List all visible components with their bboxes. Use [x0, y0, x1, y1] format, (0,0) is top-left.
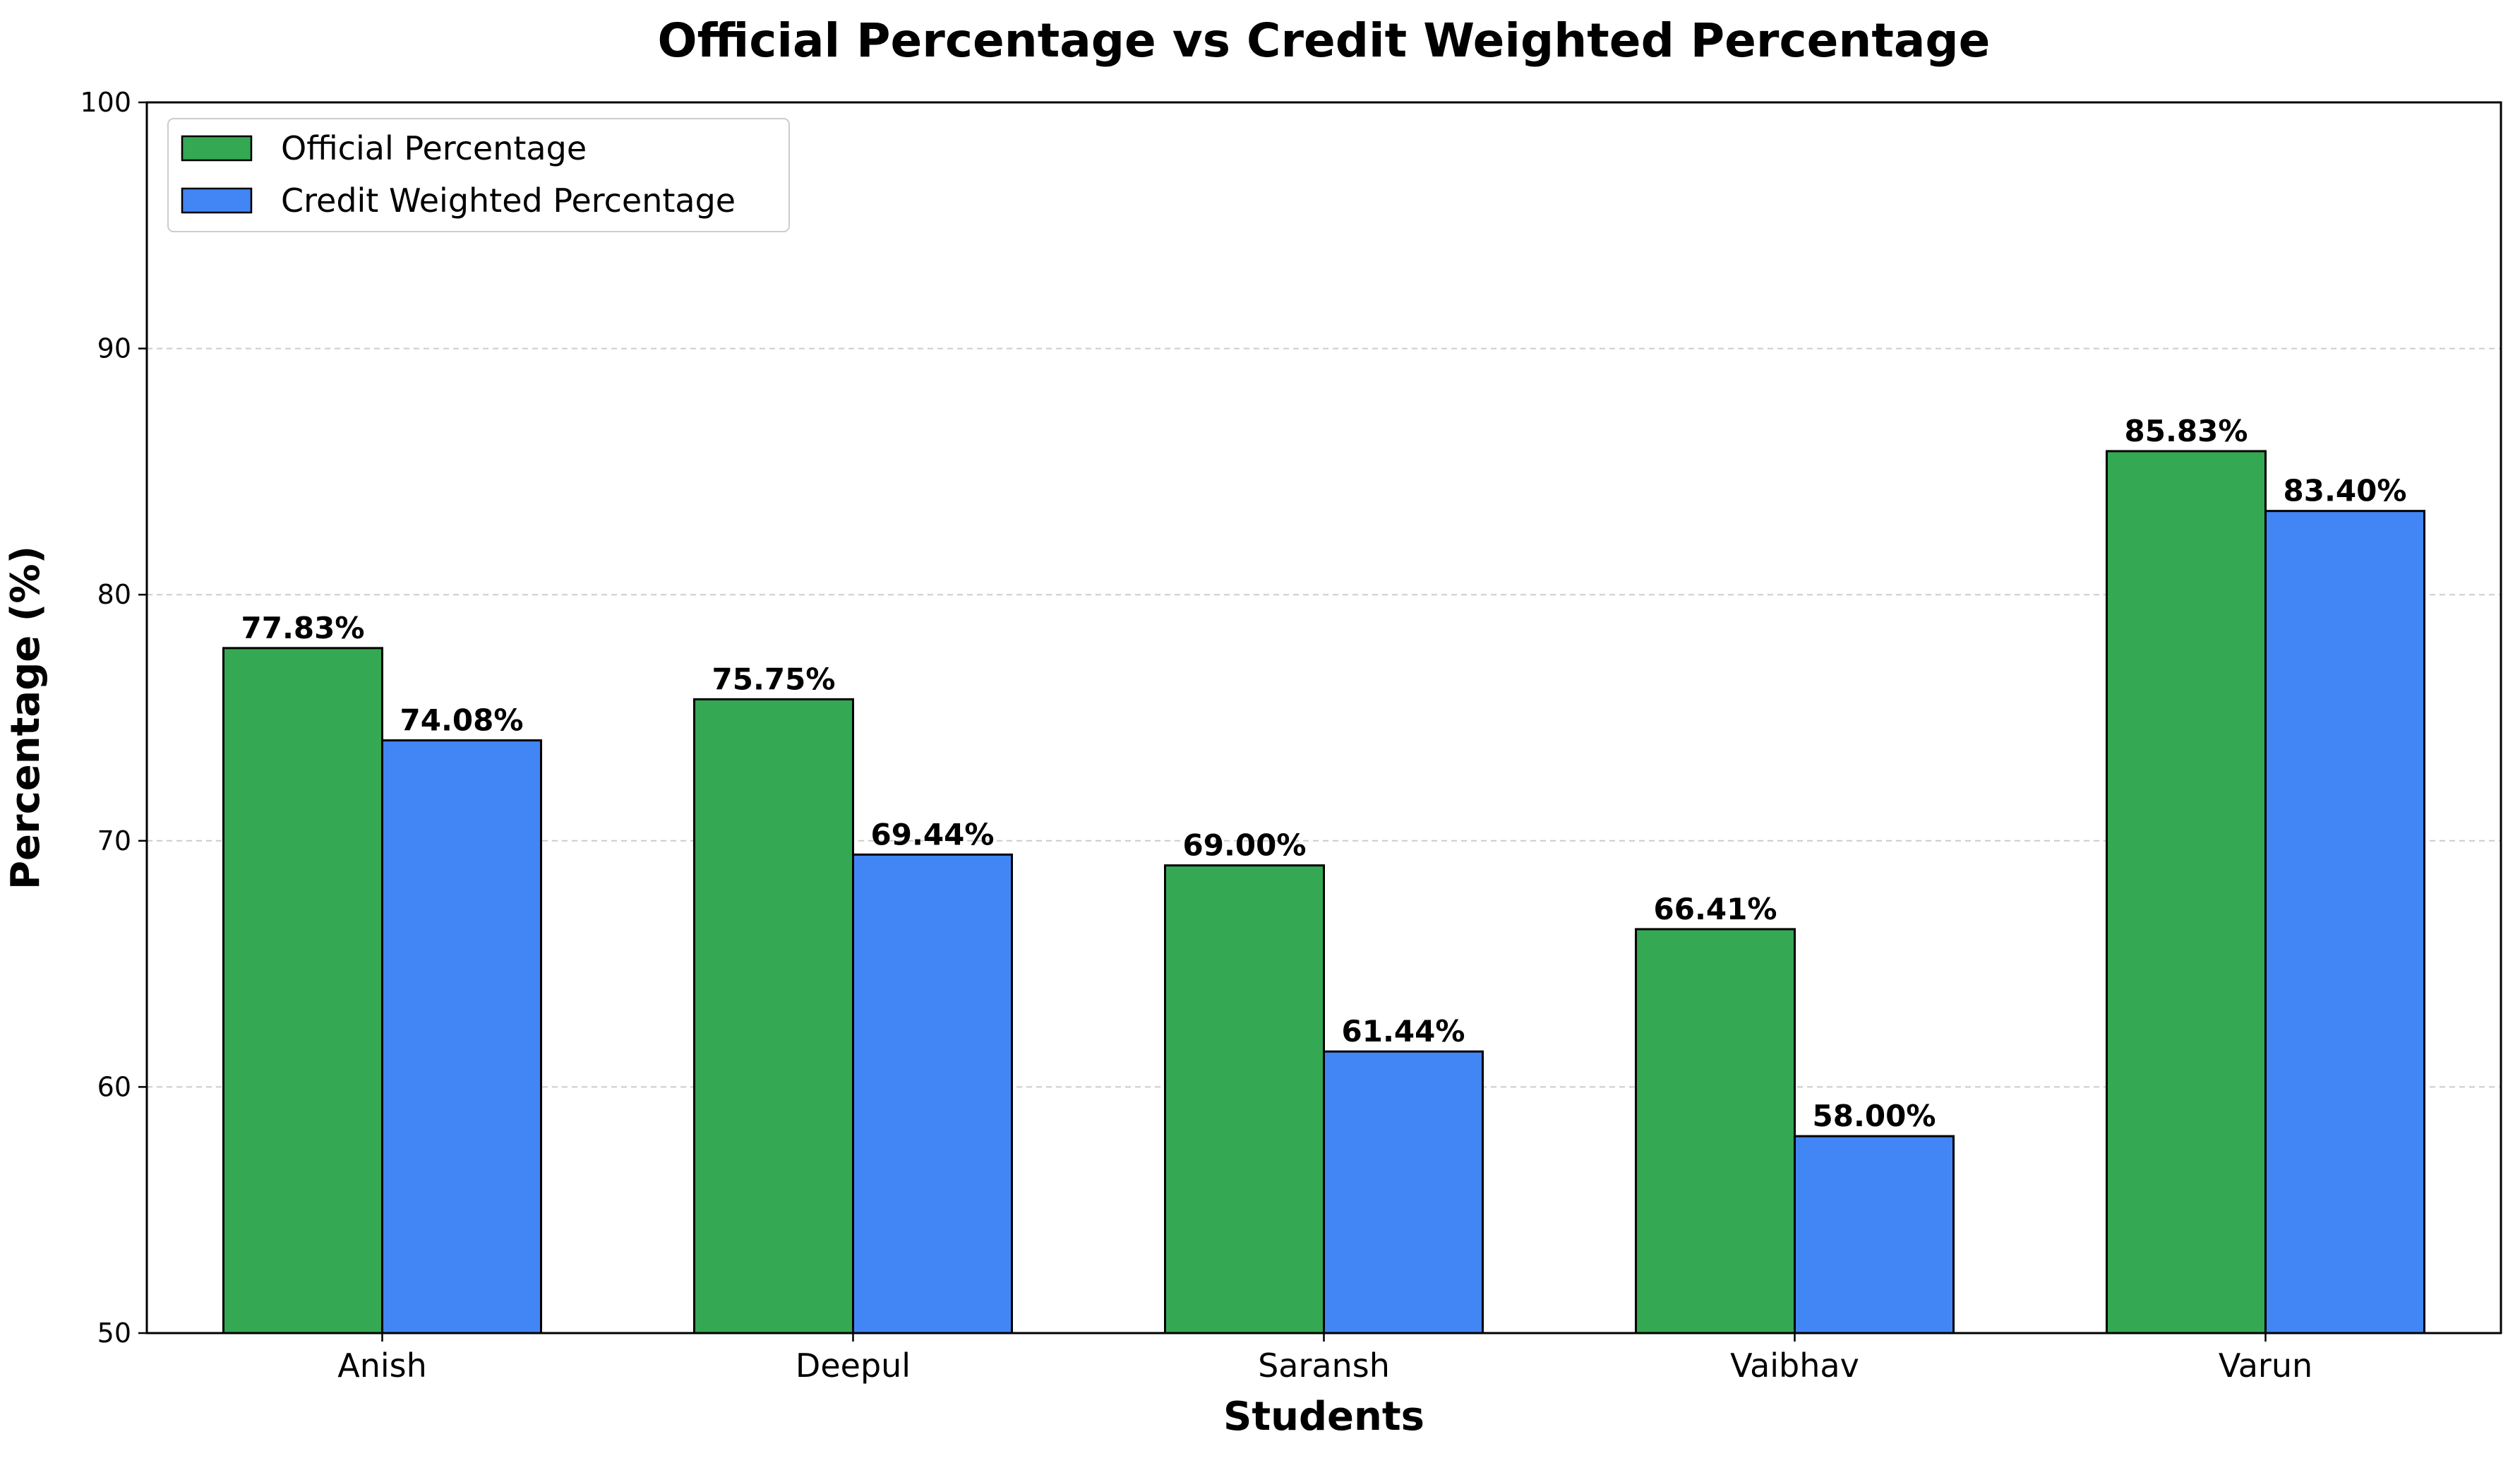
bar-credit-weighted-anish: [381, 739, 542, 1334]
bar-credit-weighted-deepul: [852, 853, 1013, 1334]
legend: Official Percentage Credit Weighted Perc…: [167, 118, 790, 232]
x-tick-label: Deepul: [796, 1346, 911, 1385]
bar-value-label: 66.41%: [1654, 892, 1777, 926]
x-tick-label: Saransh: [1258, 1346, 1390, 1385]
bar-official-deepul: [693, 698, 854, 1334]
y-axis-label: Percentage (%): [3, 546, 49, 890]
bar-credit-weighted-saransh: [1323, 1050, 1484, 1334]
y-tick-label: 100: [80, 87, 131, 118]
x-axis-label: Students: [1223, 1394, 1424, 1440]
bar-official-vaibhav: [1635, 928, 1796, 1334]
legend-swatch-official: [181, 135, 253, 162]
bar-official-anish: [222, 647, 383, 1334]
bar-value-label: 85.83%: [2125, 414, 2248, 448]
bar-value-labels: 77.83% 74.08% 75.75% 69.44% 69.00% 61.44% 66.4…: [241, 414, 2407, 1133]
legend-swatch-credit-weighted: [181, 187, 253, 214]
bar-value-label: 74.08%: [400, 703, 524, 738]
bar-value-label: 58.00%: [1813, 1099, 1936, 1133]
bar-value-label: 69.00%: [1183, 828, 1307, 863]
x-tick-label: Varun: [2219, 1346, 2312, 1385]
y-tick-label: 90: [97, 333, 131, 364]
bar-value-label: 75.75%: [712, 662, 836, 696]
bar-value-label: 77.83%: [241, 611, 365, 645]
y-tick-label: 60: [97, 1071, 131, 1102]
x-tick-label: Anish: [337, 1346, 427, 1385]
bar-official-saransh: [1164, 864, 1325, 1334]
bar-value-label: 83.40%: [2284, 474, 2407, 508]
bar-credit-weighted-varun: [2264, 510, 2425, 1334]
x-tick-label: Vaibhav: [1730, 1346, 1859, 1385]
bars: [222, 450, 2425, 1334]
chart-title: Official Percentage vs Credit Weighted P…: [658, 13, 1991, 68]
bar-value-label: 61.44%: [1342, 1014, 1465, 1049]
bar-credit-weighted-vaibhav: [1794, 1135, 1955, 1334]
y-tick-label: 50: [97, 1318, 131, 1349]
bar-official-varun: [2106, 450, 2267, 1334]
y-axis-ticks: 50 60 70 80 90 100: [80, 87, 147, 1349]
y-tick-label: 80: [97, 579, 131, 610]
bar-value-label: 69.44%: [871, 817, 995, 852]
x-axis-ticks: Anish Deepul Saransh Vaibhav Varun: [337, 1333, 2312, 1385]
y-tick-label: 70: [97, 825, 131, 856]
legend-label-credit-weighted: Credit Weighted Percentage: [281, 181, 736, 220]
legend-label-official: Official Percentage: [281, 129, 587, 167]
legend-box: [167, 118, 790, 232]
